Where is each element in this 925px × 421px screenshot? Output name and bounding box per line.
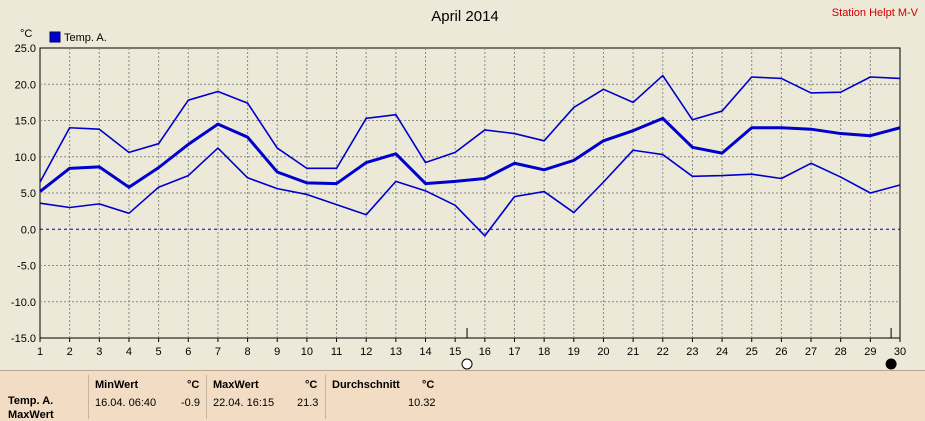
- x-tick-label: 28: [835, 346, 847, 358]
- x-tick-label: 26: [775, 346, 787, 358]
- x-tick-label: 24: [716, 346, 728, 358]
- y-tick-label: -15.0: [11, 333, 36, 345]
- x-tick-label: 11: [331, 346, 342, 358]
- average-header: Durchschnitt: [332, 379, 400, 391]
- y-tick-label: -5.0: [17, 261, 36, 273]
- max-unit: °C: [305, 379, 318, 391]
- x-tick-label: 21: [627, 346, 639, 358]
- y-tick-label: 0.0: [21, 224, 36, 236]
- x-tick-label: 30: [894, 346, 906, 358]
- temperature-chart: April 2014 Station Helpt M-V °C Temp. A.…: [11, 7, 919, 370]
- average-value-box: Durchschnitt °C 10.32: [325, 375, 444, 419]
- y-tick-label: -10.0: [11, 297, 36, 309]
- min-value-box: MinWert °C 16.04. 06:40 -0.9: [88, 375, 205, 419]
- x-tick-label: 15: [449, 346, 461, 358]
- y-tick-label: 25.0: [15, 43, 36, 55]
- series-line-min: [39, 147, 901, 237]
- average-value: 10.32: [408, 397, 436, 409]
- chart-title: April 2014: [431, 8, 499, 25]
- x-tick-label: 23: [686, 346, 698, 358]
- max-time: 22.04. 16:15: [213, 397, 275, 409]
- min-unit: °C: [187, 379, 200, 391]
- x-tick-label: 25: [746, 346, 758, 358]
- max-value-box: MaxWert °C 22.04. 16:15 21.3: [206, 375, 325, 419]
- chart-area: April 2014 Station Helpt M-V °C Temp. A.…: [11, 7, 919, 370]
- x-tick-label: 14: [419, 346, 431, 358]
- x-tick-label: 22: [657, 346, 669, 358]
- min-value: -0.9: [181, 397, 200, 409]
- x-tick-label: 6: [185, 346, 191, 358]
- statistics-panel: Temp. A. MaxWert MinWert °C 16.04. 06:40…: [0, 370, 925, 421]
- x-tick-label: 27: [805, 346, 817, 358]
- x-tick-label: 29: [864, 346, 876, 358]
- stats-row-label-2: MaxWert: [8, 409, 54, 421]
- y-tick-label: 5.0: [21, 188, 36, 200]
- legend-label: Temp. A.: [64, 32, 107, 44]
- series-line-max: [39, 74, 901, 183]
- x-tick-label: 17: [508, 346, 520, 358]
- x-tick-label: 18: [538, 346, 550, 358]
- x-tick-label: 19: [568, 346, 580, 358]
- station-label: Station Helpt M-V: [832, 7, 919, 19]
- min-time: 16.04. 06:40: [95, 397, 157, 409]
- y-tick-label: 10.0: [15, 152, 36, 164]
- x-tick-label: 9: [274, 346, 280, 358]
- y-axis-unit-label: °C: [20, 28, 32, 40]
- filled-circle-marker: [885, 358, 897, 370]
- x-tick-label: 13: [390, 346, 402, 358]
- legend-swatch: [49, 31, 61, 43]
- x-tick-label: 16: [479, 346, 491, 358]
- x-tick-label: 7: [215, 346, 221, 358]
- stats-row-label: Temp. A.: [8, 395, 54, 407]
- x-tick-label: 2: [67, 346, 73, 358]
- max-header: MaxWert: [213, 379, 259, 391]
- x-tick-label: 4: [126, 346, 132, 358]
- min-header: MinWert: [95, 379, 139, 391]
- open-circle-marker: [461, 358, 473, 370]
- y-tick-label: 20.0: [15, 79, 36, 91]
- x-tick-label: 3: [96, 346, 102, 358]
- y-tick-label: 15.0: [15, 116, 36, 128]
- series-line-mean: [39, 116, 901, 193]
- x-tick-label: 12: [360, 346, 372, 358]
- x-tick-label: 10: [301, 346, 313, 358]
- x-tick-label: 5: [156, 346, 162, 358]
- x-tick-label: 1: [37, 346, 43, 358]
- x-tick-label: 8: [245, 346, 251, 358]
- max-value: 21.3: [297, 397, 319, 409]
- x-tick-label: 20: [597, 346, 609, 358]
- average-unit: °C: [422, 379, 435, 391]
